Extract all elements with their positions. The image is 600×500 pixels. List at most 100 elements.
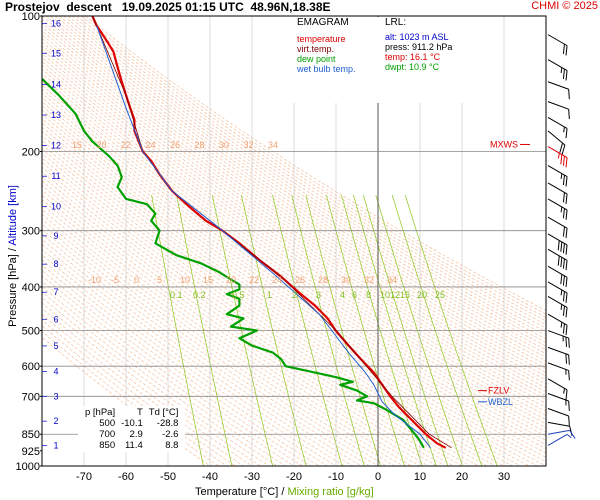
mixing-ratio-label: 0.2	[193, 290, 206, 300]
wind-barb	[547, 182, 568, 204]
y-tick-label: 500	[22, 326, 40, 338]
altitude-axis-label: Altitude [km]	[6, 185, 19, 246]
dry-adiabat-label: -10	[88, 275, 101, 285]
wind-barb-staff	[547, 233, 568, 246]
wind-barb-half	[562, 335, 564, 342]
legend-item-wet-bulb: wet bulb temp.	[297, 64, 356, 74]
altitude-tick-label: 5	[53, 341, 58, 351]
wind-barb-half	[560, 322, 563, 328]
header-dewpoint: Td [°C]	[148, 407, 179, 418]
wind-barb-full	[557, 240, 560, 251]
dry-adiabat-line	[42, 49, 546, 381]
cell-temperature: -10.1	[121, 418, 143, 429]
legend-item-dew-point: dew point	[297, 54, 336, 64]
wind-barb-staff	[547, 182, 568, 195]
x-tick-label: -20	[286, 471, 302, 483]
wind-barb-full	[565, 128, 568, 139]
mixing-ratio-label: 20	[417, 290, 427, 300]
dry-adiabat-line	[42, 45, 546, 377]
wind-barb	[547, 34, 568, 56]
wind-barb-staff	[547, 248, 568, 261]
dry-adiabat-label: 20	[226, 275, 236, 285]
wind-barb-staff	[547, 378, 568, 391]
legend-item-temperature: temperature	[297, 34, 346, 44]
wind-barb-staff	[547, 346, 569, 356]
x-tick-label: 0	[375, 471, 381, 483]
y-tick-label: 700	[22, 391, 40, 403]
wind-barb-staff	[547, 362, 569, 371]
mixing-ratio-label: 25	[435, 290, 445, 300]
mixing-ratio-label: 10	[380, 290, 390, 300]
dry-adiabat-line	[42, 68, 546, 400]
wind-barb-full	[562, 275, 565, 286]
altitude-tick-label: 3	[53, 391, 58, 401]
wind-barb-staff	[547, 421, 570, 427]
dry-adiabat-label: 30	[341, 275, 351, 285]
wind-barb-full	[562, 243, 565, 254]
dry-adiabat-label: 24	[272, 275, 282, 285]
wind-barb-half	[566, 434, 572, 439]
altitude-tick-label: 12	[51, 141, 61, 151]
header-temperature: T	[136, 407, 143, 418]
wind-barb-full	[568, 89, 570, 100]
mixing-ratio-line	[211, 195, 273, 466]
mixing-ratio-label: 0.5	[232, 290, 245, 300]
wind-barb-full	[562, 192, 565, 203]
wind-barb-full	[562, 291, 565, 302]
altitude-tick-label: 10	[51, 201, 61, 211]
dry-adiabat-line	[42, 30, 546, 362]
wind-barb-staff	[547, 198, 568, 211]
series-line-wet-bulb-temp	[96, 25, 431, 449]
dry-adiabat-line	[42, 101, 546, 433]
y-tick-label: 925	[22, 446, 40, 458]
mixing-ratio-line	[305, 194, 381, 466]
lrl-info-box: LRL: alt: 1023 m ASL press: 911.2 hPa te…	[379, 17, 475, 103]
dry-adiabat-label: 15	[203, 275, 213, 285]
mixing-ratio-label: 4	[340, 290, 345, 300]
wind-barb-full	[568, 109, 570, 120]
dry-adiabat-label: 32	[364, 275, 374, 285]
altitude-tick-label: 1	[53, 440, 58, 450]
legend: EMAGRAM temperature virt.temp. dew point…	[291, 17, 379, 103]
wind-barb-full	[562, 155, 565, 166]
cell-pressure: 500	[99, 418, 116, 429]
dry-adiabat-label: 22	[121, 140, 131, 150]
y-tick-label: 200	[22, 146, 40, 158]
dry-adiabat-line	[42, 148, 521, 466]
wind-barb	[547, 146, 568, 168]
wind-barb-full	[560, 274, 563, 285]
dry-adiabat-line	[42, 286, 286, 466]
plot-area	[42, 16, 546, 466]
mxws-label: MXWS	[490, 139, 518, 149]
cell-temperature: 2.9	[129, 429, 143, 440]
dry-adiabat-label: 30	[219, 140, 229, 150]
mixing-ratio-label: 1	[267, 290, 272, 300]
dry-adiabat-label: 34	[268, 140, 278, 150]
x-tick-label: -70	[76, 471, 92, 483]
wind-barb-full	[562, 208, 565, 219]
wind-barb	[547, 296, 568, 318]
mixing-ratio-line	[241, 195, 307, 466]
cell-pressure: 850	[99, 440, 116, 451]
dry-adiabat-label: 24	[146, 140, 156, 150]
dry-adiabat-line	[42, 16, 546, 347]
wind-barb-half	[565, 369, 567, 375]
wind-barb-full	[565, 307, 568, 318]
wind-barb-full	[562, 44, 565, 54]
dry-adiabat-line	[42, 297, 269, 466]
wind-barb-full	[565, 45, 568, 56]
dry-adiabat-label: 22	[249, 275, 259, 285]
x-tick-label: 10	[414, 471, 426, 483]
altitude-tick-label: 14	[51, 80, 61, 90]
wind-barb-full	[562, 323, 565, 334]
mixing-ratio-label: 8	[366, 290, 371, 300]
wind-barb-full	[569, 430, 576, 439]
cell-pressure: 700	[99, 429, 116, 440]
wind-barb-full	[557, 255, 560, 266]
wind-barb-full	[565, 325, 568, 336]
wind-barb-half	[560, 206, 563, 213]
wind-barb-half	[563, 388, 565, 394]
wind-barb-full	[565, 277, 568, 288]
mixing-ratio-line	[151, 195, 204, 466]
